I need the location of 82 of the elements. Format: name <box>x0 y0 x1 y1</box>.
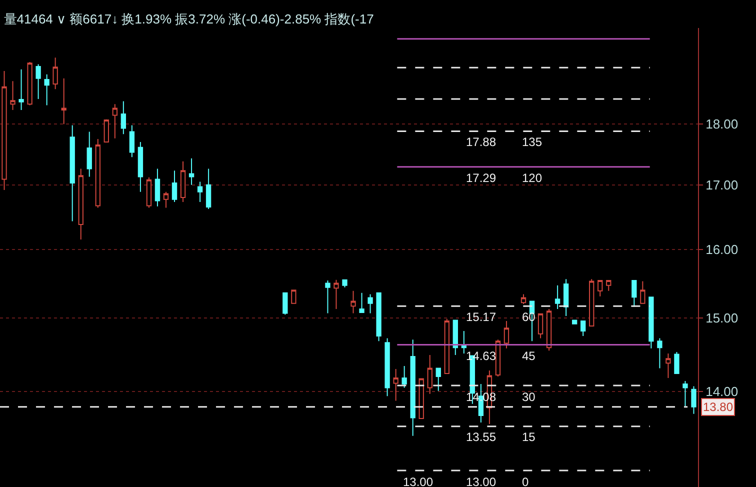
candlestick <box>666 353 671 378</box>
candlestick <box>580 320 586 337</box>
candlestick <box>61 78 66 125</box>
candlestick <box>368 294 373 314</box>
y-tick-label: 16.00 <box>706 242 738 258</box>
candlestick <box>691 386 696 414</box>
candlestick <box>376 292 382 342</box>
candlestick <box>120 100 126 135</box>
ref-line-label: 15.17 <box>466 310 496 324</box>
candlestick <box>657 338 662 369</box>
annotation: 30 <box>522 390 536 404</box>
candlestick <box>682 380 688 407</box>
candlestick <box>325 280 330 314</box>
candlestick <box>674 352 680 374</box>
candlestick <box>461 330 466 354</box>
y-tick-label: 14.00 <box>706 384 738 400</box>
annotation: 13.00 <box>403 475 434 487</box>
candlestick <box>36 64 41 100</box>
candlestick <box>188 158 194 186</box>
candlestick <box>10 80 16 110</box>
candlestick <box>78 168 84 240</box>
candlestick <box>589 278 594 326</box>
y-tick-label: 17.00 <box>706 177 738 192</box>
candlestick <box>172 170 178 202</box>
candlestick <box>402 366 407 388</box>
annotation: 15 <box>522 430 536 444</box>
y-tick-label: 15.00 <box>706 310 738 326</box>
candlestick <box>554 284 560 310</box>
candlestick <box>112 104 118 139</box>
candlestick <box>146 176 152 208</box>
candlestick <box>163 191 169 208</box>
ref-line-label: 13.55 <box>466 430 496 444</box>
candlestick <box>70 124 75 222</box>
candlestick <box>563 278 569 317</box>
candlestick <box>206 168 212 210</box>
candlestick <box>52 57 58 90</box>
candlestick <box>648 296 654 349</box>
candlestick <box>393 368 398 402</box>
candlestick <box>504 320 510 349</box>
annotation: 135 <box>522 135 542 149</box>
candlestick <box>27 62 32 106</box>
candlestick <box>538 313 544 339</box>
ref-line-label: 14.63 <box>466 349 496 363</box>
y-tick-label: 18.00 <box>706 116 738 132</box>
ref-line-label: 13.80 <box>703 400 734 414</box>
candlestick <box>291 290 296 304</box>
candlestick <box>632 280 637 308</box>
candlestick <box>138 141 144 192</box>
candlestick <box>384 338 390 397</box>
candlestick <box>572 320 578 324</box>
candlestick <box>410 339 416 436</box>
candlestick <box>342 279 348 288</box>
candlestick <box>129 124 135 158</box>
candlestick <box>452 320 458 356</box>
candlestick <box>197 181 203 202</box>
candlestick <box>104 118 109 144</box>
annotation: 120 <box>522 171 542 185</box>
candlestick <box>520 294 526 305</box>
candlestick <box>154 168 160 207</box>
annotation: 0 <box>522 475 529 487</box>
chart-title: 量41464 ∨ 额6617↓ 换1.93% 振3.72% 涨(-0.46)-2.85% 指数(-17 <box>4 12 374 27</box>
candlestick <box>495 339 501 377</box>
ref-line-label: 17.88 <box>466 135 496 149</box>
ref-line-label: 17.29 <box>466 171 496 185</box>
candlestick <box>44 74 50 106</box>
candlestick <box>606 280 612 292</box>
candlestick <box>180 160 186 202</box>
candlestick <box>350 290 356 314</box>
candlestick <box>640 280 646 304</box>
candlestick <box>546 308 552 352</box>
candlestick <box>86 131 92 178</box>
candlestick <box>359 292 364 313</box>
candlestick <box>436 368 441 392</box>
candlestick <box>427 354 432 394</box>
candlestick <box>18 68 24 110</box>
candlestick <box>444 318 450 374</box>
annotation: 45 <box>522 349 536 363</box>
candlestick <box>95 138 100 208</box>
candlestick <box>334 279 339 310</box>
candlestick <box>282 292 288 316</box>
candlestick <box>598 280 603 297</box>
ref-line-label: 13.00 <box>466 475 496 487</box>
